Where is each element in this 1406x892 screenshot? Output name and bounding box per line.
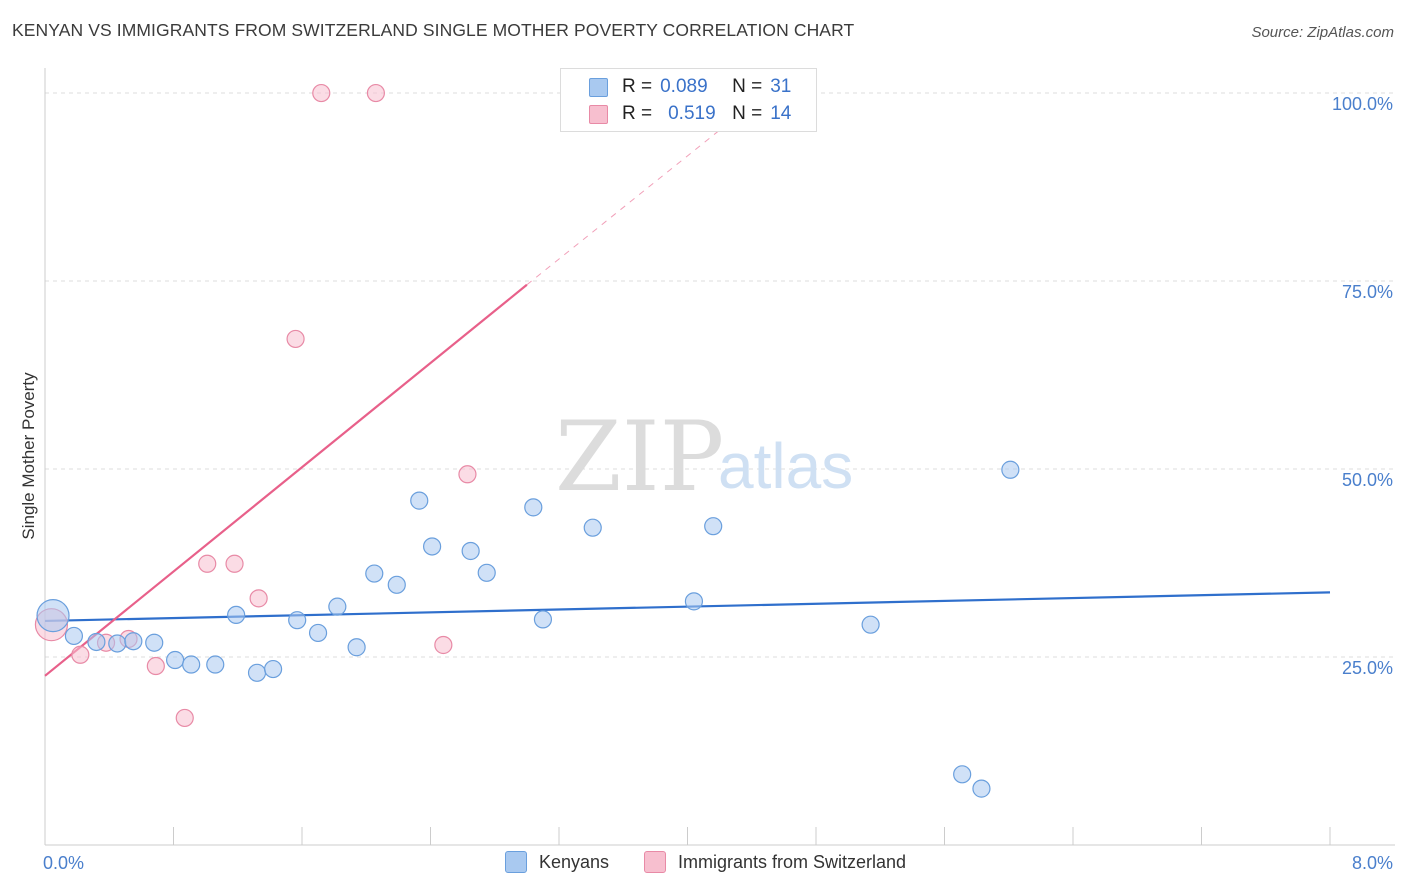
point-kenyans [423,537,442,556]
series-legend-kenyans: Kenyans [505,851,609,873]
trend-line-1 [44,283,528,677]
legend-row-switzerland: R = 0.519 N = 14 [561,100,791,128]
x-tick-labels: 0.0% 8.0% [43,853,1393,873]
watermark-zip: ZIP [555,401,724,513]
legend-r-value: 0.519 [668,103,716,124]
trend-line-extension-1 [526,103,753,286]
point-kenyans [861,615,880,634]
series-swatch-switzerland [644,851,666,873]
point-switzerland [312,83,331,103]
series-legend: Kenyans Immigrants from Switzerland [0,851,1406,877]
trend-lines [44,103,1331,677]
point-kenyans [1001,460,1020,479]
point-kenyans [583,518,602,537]
series-legend-label: Immigrants from Switzerland [678,851,907,872]
point-kenyans [227,605,246,625]
data-points [34,83,1020,798]
legend-row-kenyans: R = 0.089 N = 31 [561,73,791,101]
point-kenyans [461,541,480,561]
point-switzerland [366,83,385,103]
point-kenyans [145,633,164,652]
point-kenyans [328,597,347,616]
point-switzerland [175,708,194,728]
correlation-legend: R = 0.089 N = 31 R = 0.519 N = 14 [560,68,817,132]
point-kenyans [124,632,143,651]
legend-n-label: N = [732,76,763,97]
point-kenyans [166,650,185,670]
legend-r-label: R = [622,76,653,97]
y-tick-label: 50.0% [1342,470,1393,490]
point-kenyans [410,491,429,510]
point-kenyans [64,626,84,646]
point-kenyans [953,765,972,784]
point-kenyans [387,575,406,594]
point-kenyans [704,517,723,536]
watermark: ZIP atlas [555,401,853,513]
series-swatch-kenyans [505,851,527,873]
axes [44,68,1395,846]
point-kenyans [365,564,384,583]
point-switzerland [225,554,244,573]
point-kenyans [308,623,328,643]
watermark-atlas: atlas [718,430,853,502]
point-kenyans [263,659,283,679]
legend-swatch-switzerland [589,104,608,124]
source-label: Source: ZipAtlas.com [1251,24,1394,41]
point-kenyans [108,634,127,653]
grid-lines [45,92,1395,658]
series-legend-switzerland: Immigrants from Switzerland [644,851,906,873]
point-kenyans [477,563,496,582]
chart-title: KENYAN VS IMMIGRANTS FROM SWITZERLAND SI… [12,20,855,40]
series-legend-label: Kenyans [539,851,610,872]
legend-r-value: 0.089 [660,76,708,97]
point-switzerland [458,465,477,484]
point-kenyans [533,610,553,629]
point-kenyans [524,498,543,517]
point-switzerland [198,554,217,573]
y-tick-labels: 25.0% 50.0% 75.0% 100.0% [1332,94,1393,678]
legend-n-label: N = [732,103,763,124]
x-tick-label: 8.0% [1352,853,1393,873]
point-kenyans [347,638,366,657]
y-tick-label: 75.0% [1342,282,1393,302]
point-kenyans [206,655,225,674]
legend-n-value: 31 [770,76,792,97]
x-tick-label: 0.0% [43,853,84,873]
point-kenyans [36,599,70,633]
y-tick-label: 100.0% [1332,94,1393,114]
point-switzerland [434,635,453,655]
point-switzerland [286,329,305,349]
point-kenyans [684,592,704,611]
y-tick-label: 25.0% [1342,658,1393,678]
point-switzerland [146,656,165,676]
point-kenyans [87,632,106,652]
point-switzerland [71,645,90,664]
legend-swatch-kenyans [589,77,608,97]
point-switzerland [249,589,268,608]
point-kenyans [288,611,307,630]
point-kenyans [182,655,201,674]
point-kenyans [247,663,267,682]
legend-r-label: R = [622,103,653,124]
y-axis-label: Single Mother Poverty [19,372,38,540]
point-kenyans [972,779,991,798]
legend-n-value: 14 [770,103,792,124]
